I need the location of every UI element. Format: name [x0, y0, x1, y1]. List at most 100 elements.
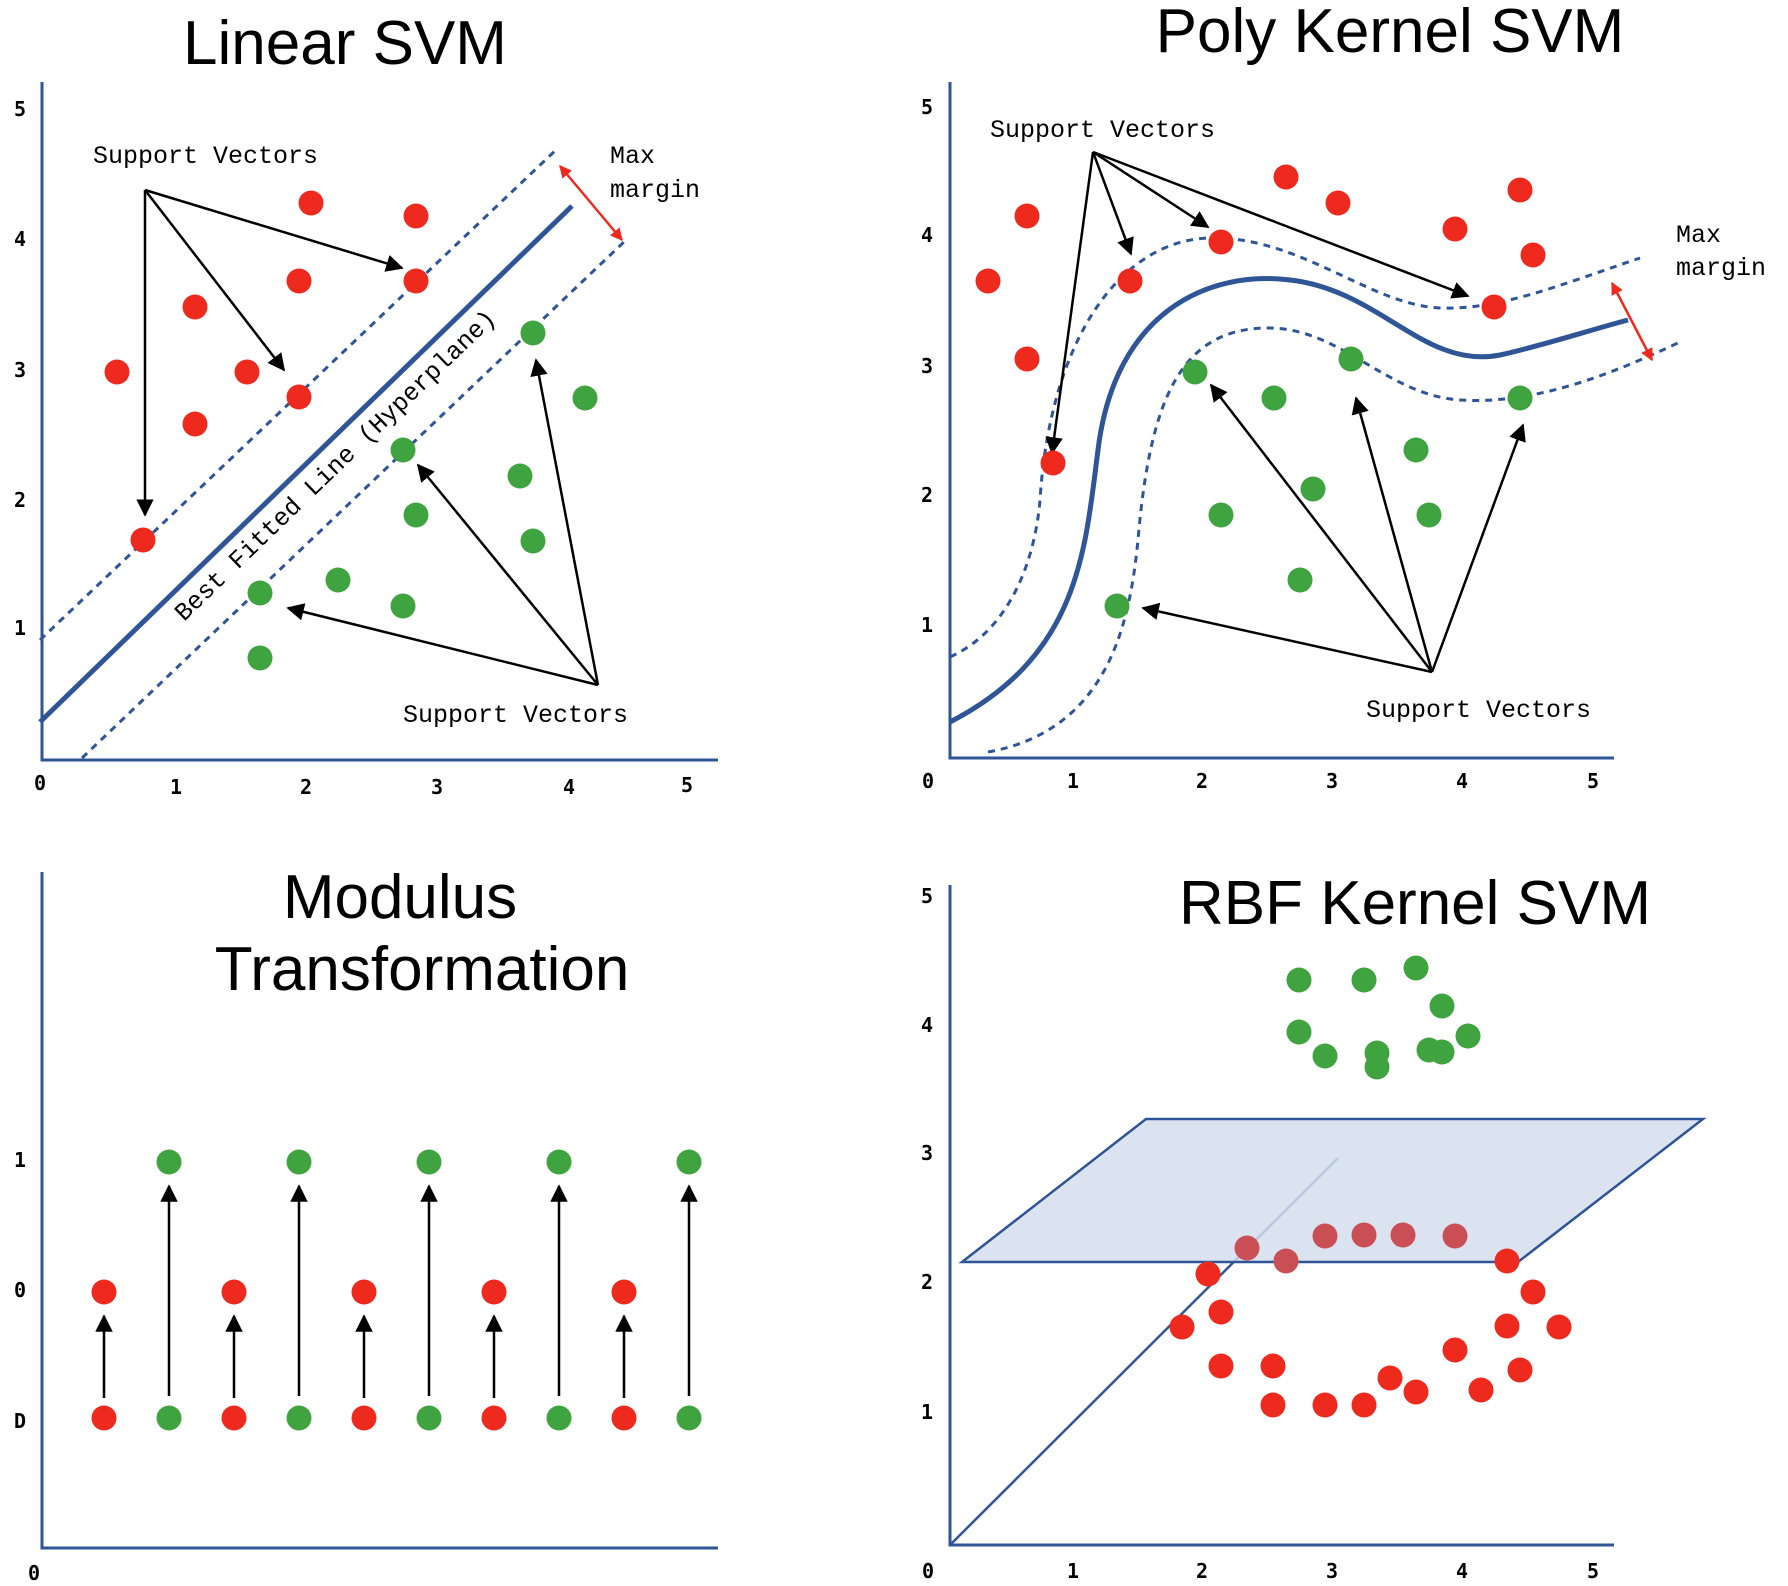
support-vectors-label-bottom: Support Vectors	[1366, 696, 1591, 725]
green-point	[286, 1149, 312, 1175]
red-point	[1442, 1337, 1468, 1363]
red-point	[234, 359, 260, 385]
arrow	[1430, 423, 1526, 673]
red-point	[351, 1279, 377, 1305]
x-tick: 2	[300, 775, 312, 799]
x-tick: 2	[1196, 769, 1208, 793]
x-tick: 0	[28, 1561, 40, 1585]
y-tick: D	[14, 1409, 26, 1433]
green-point	[1338, 346, 1364, 372]
green-point	[1403, 437, 1429, 463]
poly-y-ticks: 1 2 3 4 5	[921, 95, 933, 637]
arrow	[144, 189, 286, 372]
red-point	[1260, 1353, 1286, 1379]
red-point	[1442, 216, 1468, 242]
y-tick: 1	[921, 1400, 933, 1424]
y-tick: 3	[921, 1141, 933, 1165]
x-tick: 0	[922, 1559, 934, 1583]
red-point	[1117, 268, 1143, 294]
linear-y-ticks: 1 2 3 4 5	[14, 97, 26, 640]
red-point	[1507, 1357, 1533, 1383]
red-point	[130, 527, 156, 553]
red-point-under-plane	[1390, 1222, 1416, 1248]
green-point	[1300, 476, 1326, 502]
red-point	[1507, 177, 1533, 203]
arrow	[416, 463, 599, 686]
green-point	[390, 437, 416, 463]
red-point	[298, 190, 324, 216]
poly-axes	[948, 82, 1614, 760]
green-point	[1455, 1023, 1481, 1049]
green-point	[1403, 955, 1429, 981]
modulus-axes	[40, 872, 718, 1550]
red-point	[1195, 1261, 1221, 1287]
red-point	[1208, 229, 1234, 255]
green-point	[507, 463, 533, 489]
red-point	[104, 359, 130, 385]
support-vectors-label-top: Support Vectors	[990, 116, 1215, 145]
green-point	[1182, 359, 1208, 385]
y-tick: 2	[921, 483, 933, 507]
green-point	[546, 1149, 572, 1175]
arrow	[1351, 396, 1434, 673]
y-tick: 1	[921, 613, 933, 637]
green-point	[325, 567, 351, 593]
green-point	[546, 1405, 572, 1431]
x-tick: 5	[1587, 1559, 1599, 1583]
red-point	[221, 1405, 247, 1431]
x-tick: 0	[34, 771, 46, 795]
x-tick: 2	[1196, 1559, 1208, 1583]
red-point	[91, 1405, 117, 1431]
red-point	[1481, 294, 1507, 320]
red-point	[1014, 346, 1040, 372]
red-point	[1169, 1314, 1195, 1340]
red-point	[1351, 1392, 1377, 1418]
green-point	[1104, 593, 1130, 619]
x-tick: 1	[1067, 1559, 1079, 1583]
y-tick: 5	[14, 97, 26, 121]
rbf-y-ticks: 1 2 3 4 5	[921, 884, 933, 1424]
linear-axes	[40, 82, 718, 762]
green-point	[403, 502, 429, 528]
max-label: Max	[1676, 221, 1721, 250]
green-point	[1416, 502, 1442, 528]
red-point-under-plane	[1351, 1222, 1377, 1248]
support-vectors-label-top: Support Vectors	[93, 142, 318, 171]
red-point	[403, 268, 429, 294]
green-point	[1208, 502, 1234, 528]
poly-decision-curve	[948, 276, 1629, 725]
red-point	[611, 1405, 637, 1431]
y-tick: 3	[921, 354, 933, 378]
red-point	[1040, 450, 1066, 476]
green-point	[416, 1405, 442, 1431]
red-point-under-plane	[1273, 1248, 1299, 1274]
arrow	[1092, 150, 1470, 299]
green-point	[286, 1405, 312, 1431]
x-tick: 5	[1587, 769, 1599, 793]
rbf-svm-panel: RBF Kernel SVM 0 1 2 3 4 5 1 2 3 4 5	[921, 869, 1707, 1583]
red-point-under-plane	[1442, 1223, 1468, 1249]
green-point	[676, 1405, 702, 1431]
x-tick: 3	[1326, 1559, 1338, 1583]
poly-svm-panel: Poly Kernel SVM 0 1 2 3 4 5 1 2 3 4 5 Su…	[921, 0, 1766, 793]
arrow	[1092, 150, 1210, 229]
green-point	[572, 385, 598, 411]
red-point	[1377, 1365, 1403, 1391]
red-point	[1546, 1314, 1572, 1340]
red-point	[403, 203, 429, 229]
arrow	[530, 358, 600, 686]
red-point	[351, 1405, 377, 1431]
red-point	[1403, 1379, 1429, 1405]
green-point	[156, 1405, 182, 1431]
red-point-under-plane	[1312, 1223, 1338, 1249]
green-point	[1429, 993, 1455, 1019]
linear-svm-panel: Linear SVM 0 1 2 3 4 5 1 2 3 4 5 Best Fi…	[14, 9, 718, 799]
y-tick: 4	[14, 227, 26, 251]
rbf-title: RBF Kernel SVM	[1179, 869, 1651, 938]
linear-points	[104, 190, 598, 671]
red-point	[1520, 242, 1546, 268]
green-point	[1507, 385, 1533, 411]
red-point	[1260, 1392, 1286, 1418]
red-point	[975, 268, 1001, 294]
red-point	[286, 268, 312, 294]
